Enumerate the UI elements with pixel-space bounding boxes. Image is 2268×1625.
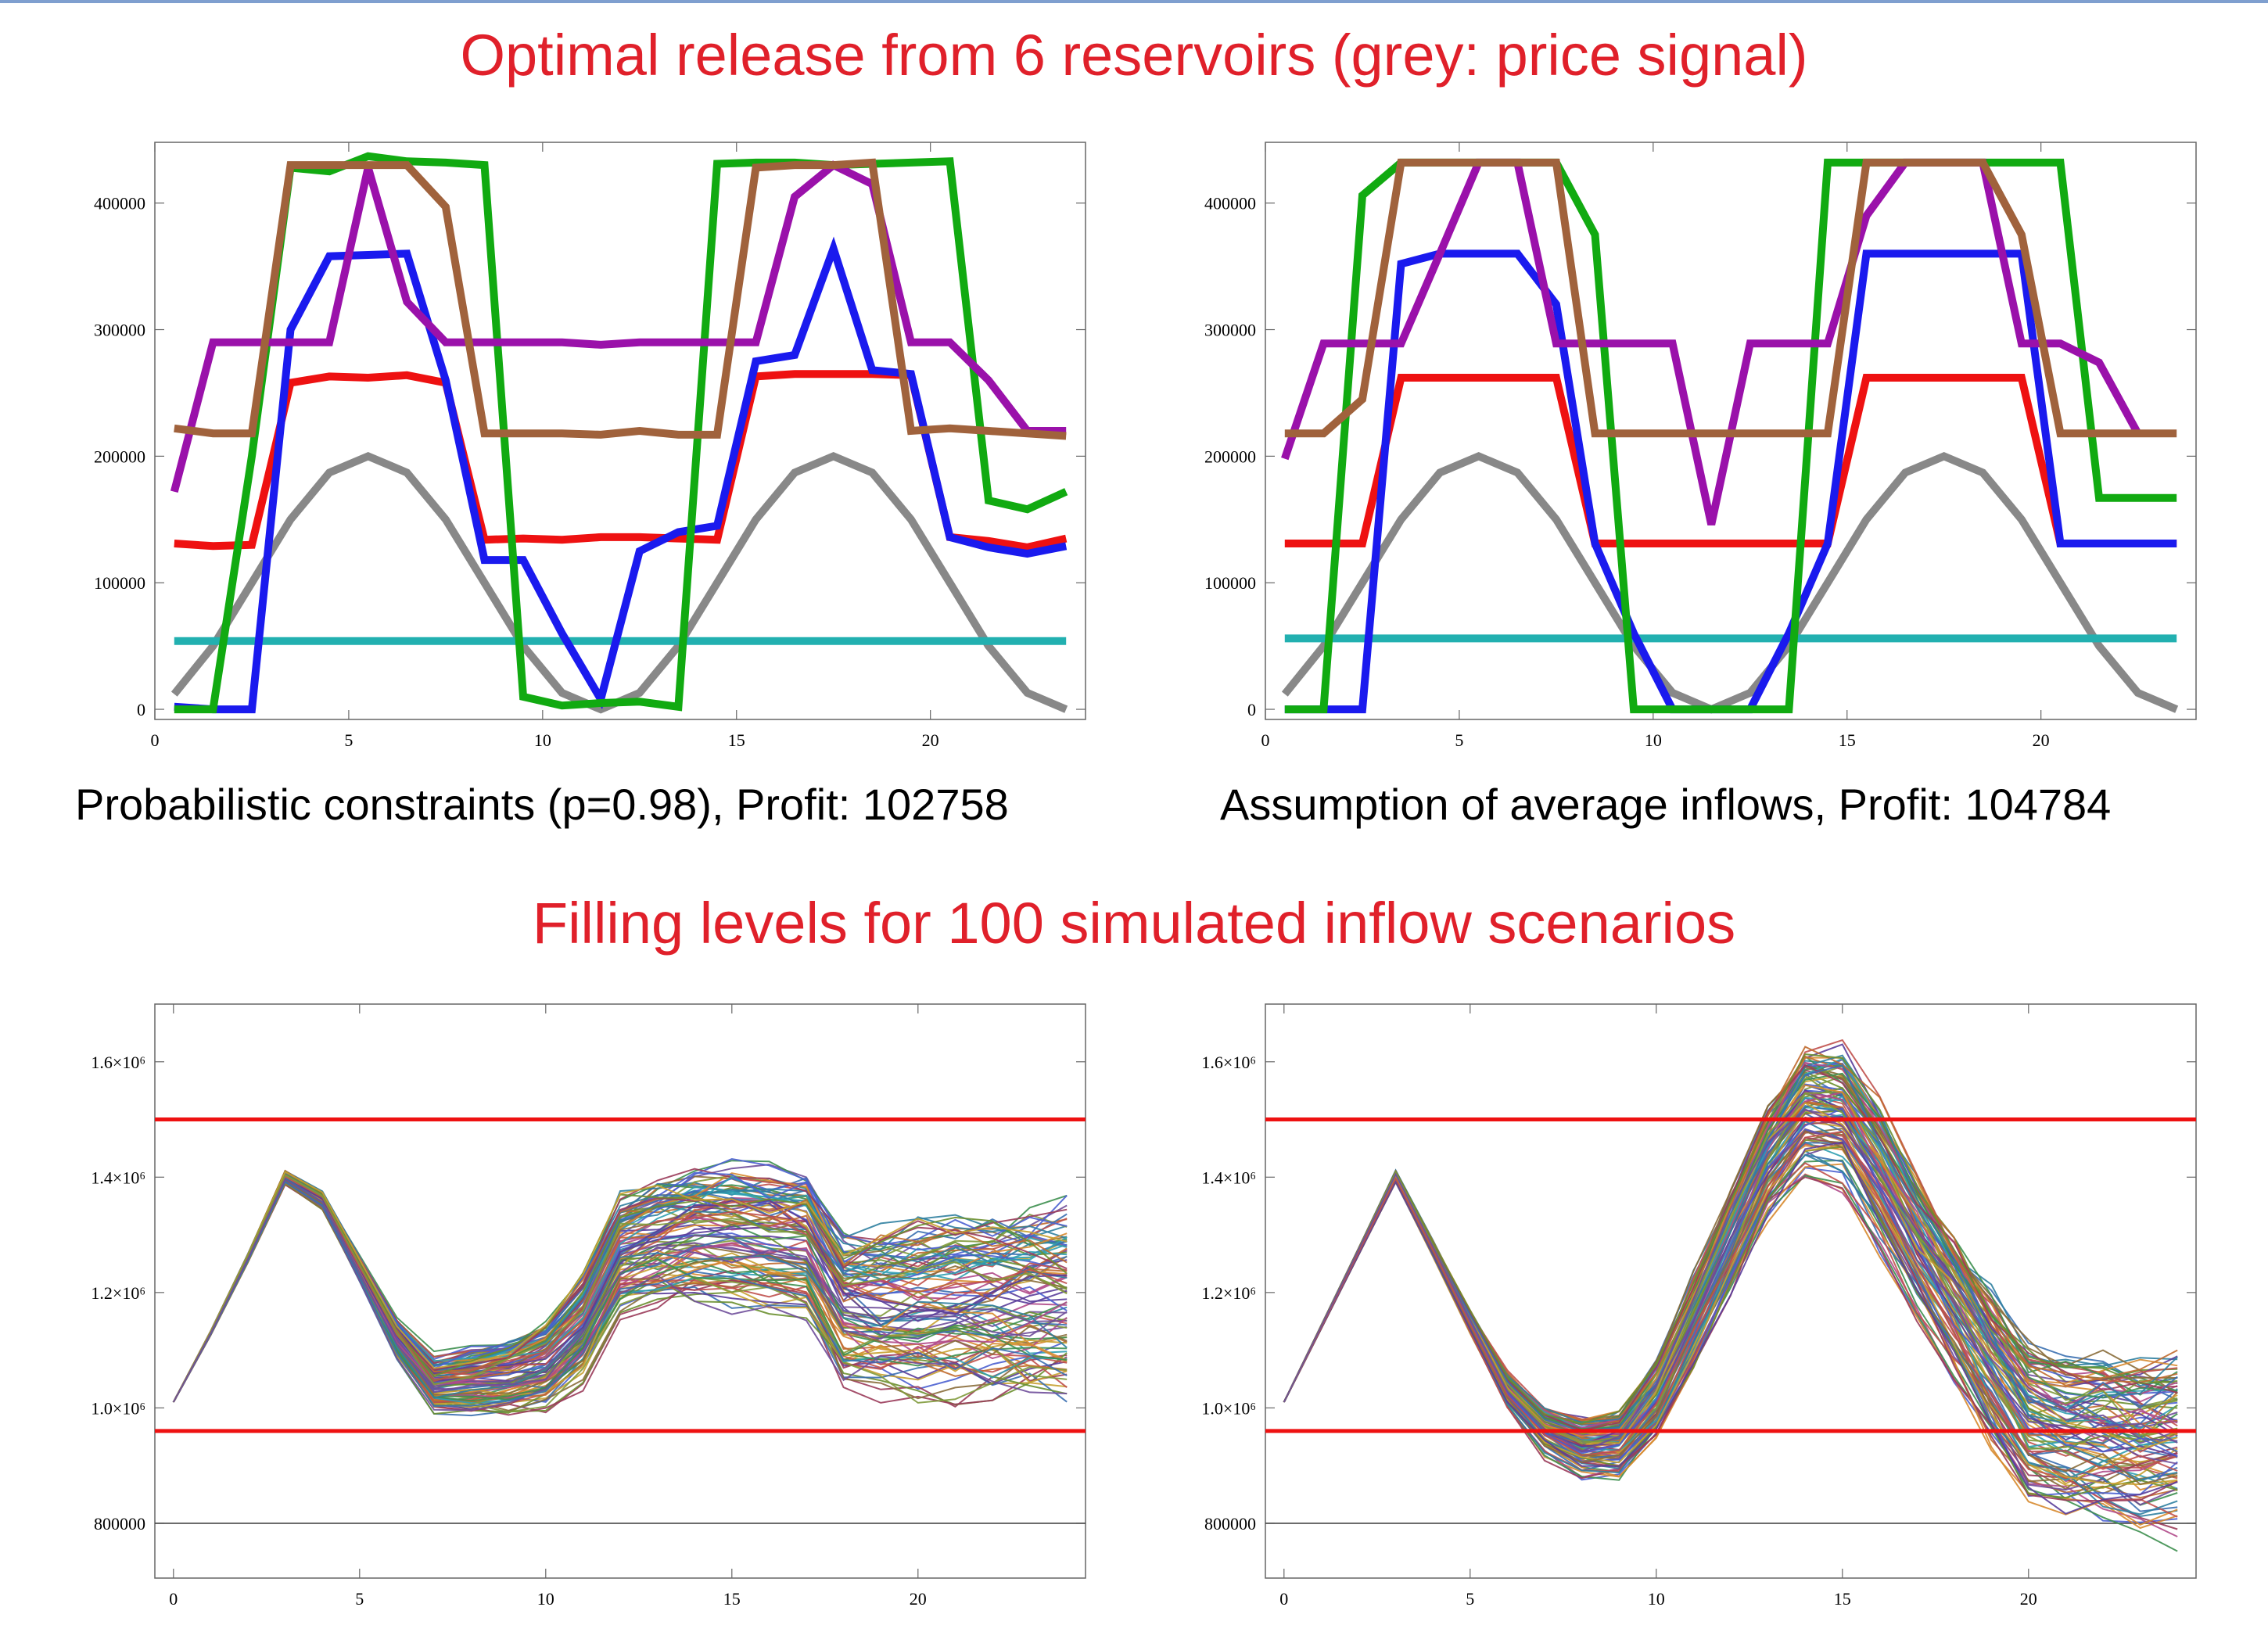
top-heading: Optimal release from 6 reservoirs (grey:… xyxy=(460,23,1808,88)
y-tick-label: 200000 xyxy=(1204,447,1256,466)
x-tick-label: 5 xyxy=(344,730,353,750)
y-tick-label: 100000 xyxy=(94,573,145,593)
x-tick-label: 20 xyxy=(2033,730,2050,750)
plot-frame xyxy=(1265,142,2197,720)
y-tick-label: 200000 xyxy=(94,447,145,466)
series-line xyxy=(174,158,1067,440)
scenario-line xyxy=(1283,1130,2178,1465)
x-tick-label: 0 xyxy=(1261,730,1270,750)
y-tick-label: 1.6×10⁶ xyxy=(91,1053,145,1072)
x-tick-label: 15 xyxy=(1834,1589,1851,1609)
left-chart-caption: Probabilistic constraints (p=0.98), Prof… xyxy=(75,780,1009,829)
scenario-line xyxy=(172,1180,1068,1407)
y-tick-label: 300000 xyxy=(94,321,145,340)
bottom-heading: Filling levels for 100 simulated inflow … xyxy=(532,891,1736,956)
x-tick-label: 20 xyxy=(922,730,939,750)
x-tick-label: 20 xyxy=(2020,1589,2037,1609)
y-tick-label: 400000 xyxy=(94,194,145,213)
scenario-line xyxy=(172,1169,1068,1403)
scenario-line xyxy=(1283,1108,2178,1452)
y-tick-label: 800000 xyxy=(94,1514,145,1534)
series-line xyxy=(170,160,1067,493)
scenario-line xyxy=(172,1174,1068,1403)
scenario-line xyxy=(172,1171,1068,1403)
scenario-line xyxy=(1283,1043,2178,1425)
y-tick-label: 0 xyxy=(137,700,145,719)
right-chart-caption: Assumption of average inflows, Profit: 1… xyxy=(1220,780,2112,829)
series-line xyxy=(1281,158,2141,526)
x-tick-label: 0 xyxy=(151,730,160,750)
top-rule xyxy=(0,0,2268,3)
plot-frame xyxy=(154,1003,1086,1579)
x-tick-label: 20 xyxy=(910,1589,927,1609)
x-tick-label: 15 xyxy=(723,1589,741,1609)
scenario-line xyxy=(1283,1053,2178,1425)
scenario-line xyxy=(1283,1130,2178,1472)
series-line xyxy=(174,152,1068,714)
scenario-line xyxy=(1283,1120,2178,1481)
scenario-line xyxy=(1283,1141,2178,1515)
series-line xyxy=(1284,158,2177,438)
series-line xyxy=(174,236,1068,714)
x-tick-label: 15 xyxy=(1839,730,1856,750)
y-tick-label: 300000 xyxy=(1204,321,1256,340)
y-tick-label: 1.4×10⁶ xyxy=(1201,1168,1256,1187)
x-tick-label: 5 xyxy=(1455,730,1463,750)
scenario-line xyxy=(172,1182,1068,1412)
y-tick-label: 1.0×10⁶ xyxy=(91,1398,145,1418)
x-tick-label: 10 xyxy=(534,730,551,750)
y-tick-label: 400000 xyxy=(1204,194,1256,213)
y-tick-label: 800000 xyxy=(1204,1514,1256,1534)
plot-frame xyxy=(154,142,1086,720)
x-tick-label: 5 xyxy=(355,1589,364,1609)
x-tick-label: 0 xyxy=(1279,1589,1288,1609)
y-tick-label: 1.6×10⁶ xyxy=(1201,1053,1256,1072)
series-line xyxy=(1281,451,2179,714)
series-line xyxy=(1284,374,2177,547)
y-tick-label: 0 xyxy=(1247,700,1256,719)
x-tick-label: 0 xyxy=(169,1589,178,1609)
y-tick-label: 1.0×10⁶ xyxy=(1201,1398,1256,1418)
x-tick-label: 5 xyxy=(1466,1589,1474,1609)
y-tick-label: 1.2×10⁶ xyxy=(1201,1283,1256,1303)
x-tick-label: 10 xyxy=(1645,730,1662,750)
y-tick-label: 1.4×10⁶ xyxy=(91,1168,145,1187)
scenario-line xyxy=(172,1178,1068,1403)
x-tick-label: 10 xyxy=(1648,1589,1665,1609)
x-tick-label: 15 xyxy=(728,730,745,750)
scenario-line xyxy=(1283,1128,2178,1483)
plot-frame xyxy=(1265,1003,2197,1579)
scenario-line xyxy=(172,1177,1068,1403)
y-tick-label: 100000 xyxy=(1204,573,1256,593)
y-tick-label: 1.2×10⁶ xyxy=(91,1283,145,1303)
x-tick-label: 10 xyxy=(537,1589,554,1609)
